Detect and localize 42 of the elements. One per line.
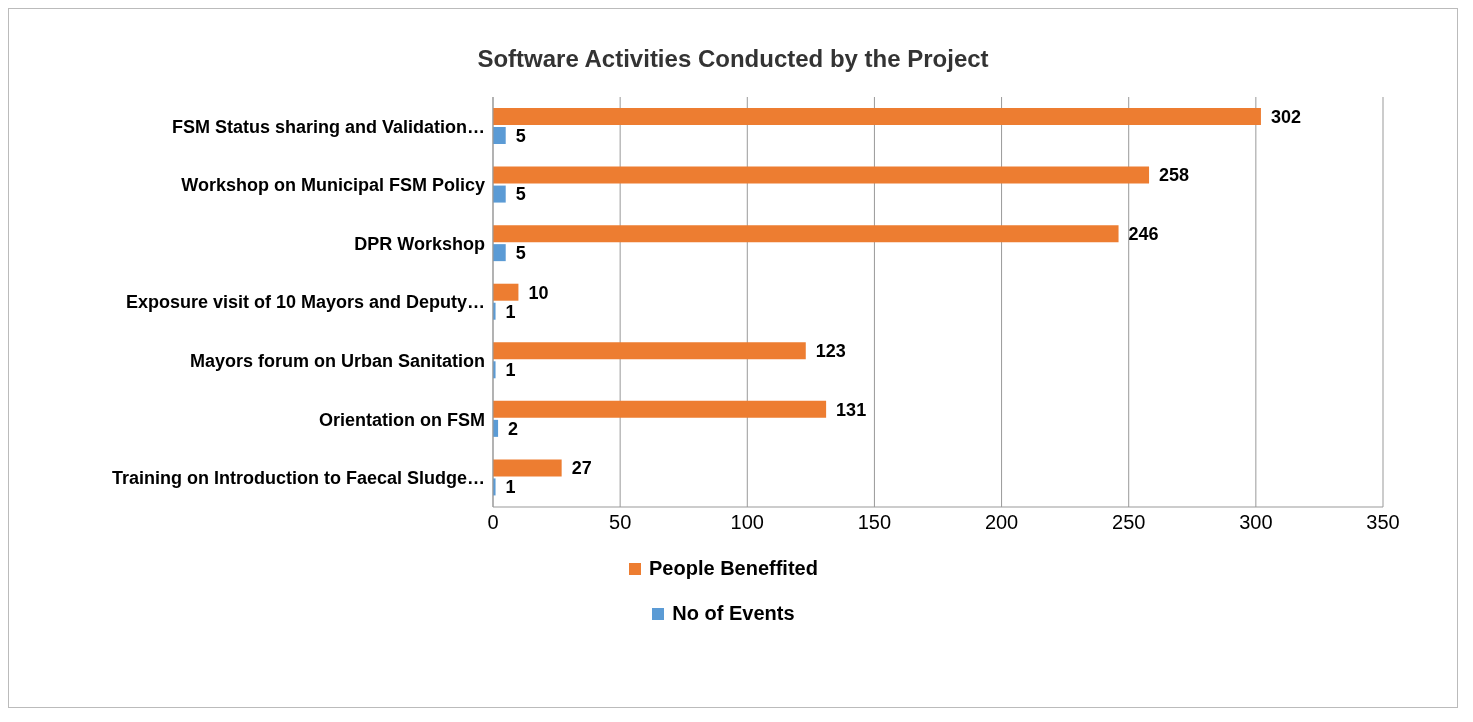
x-tick-label: 300 bbox=[1239, 511, 1273, 534]
y-tick-label: Training on Introduction to Faecal Sludge… bbox=[111, 468, 485, 489]
x-tick-label: 150 bbox=[857, 511, 892, 534]
data-label: 5 bbox=[515, 184, 526, 205]
legend-label: No of Events bbox=[672, 602, 795, 625]
data-label: 302 bbox=[1270, 106, 1301, 127]
y-tick-label: Exposure visit of 10 Mayors and Deputy… bbox=[125, 292, 485, 313]
x-tick-label: 0 bbox=[487, 511, 499, 534]
x-tick-label: 250 bbox=[1112, 511, 1146, 534]
x-tick-label: 100 bbox=[730, 511, 764, 534]
bar bbox=[493, 108, 1261, 125]
bar bbox=[493, 400, 827, 418]
data-label: 258 bbox=[1159, 165, 1190, 186]
data-label: 10 bbox=[528, 282, 549, 303]
legend-label: People Beneffited bbox=[649, 557, 818, 580]
chart-title: Software Activities Conducted by the Project bbox=[477, 45, 989, 73]
x-tick-label: 50 bbox=[609, 511, 632, 534]
data-label: 5 bbox=[515, 125, 526, 146]
y-tick-label: Workshop on Municipal FSM Policy bbox=[181, 175, 485, 196]
data-label: 123 bbox=[815, 341, 846, 362]
bar bbox=[493, 166, 1150, 184]
y-tick-label: Mayors forum on Urban Sanitation bbox=[189, 350, 485, 371]
x-tick-label: 200 bbox=[984, 511, 1019, 534]
bar bbox=[493, 283, 519, 301]
y-tick-label: DPR Workshop bbox=[354, 233, 485, 254]
bar bbox=[493, 127, 506, 144]
bar bbox=[493, 459, 562, 477]
bar bbox=[493, 342, 806, 360]
data-label: 1 bbox=[505, 477, 516, 498]
y-tick-label: Orientation on FSM bbox=[319, 409, 485, 430]
bar bbox=[493, 244, 506, 262]
y-tick-label: FSM Status sharing and Validation… bbox=[171, 116, 485, 137]
data-label: 1 bbox=[505, 360, 516, 381]
data-label: 246 bbox=[1128, 224, 1159, 245]
data-label: 2 bbox=[508, 418, 519, 439]
data-label: 1 bbox=[505, 301, 516, 322]
x-tick-label: 350 bbox=[1366, 511, 1400, 534]
bar bbox=[493, 225, 1119, 243]
data-label: 131 bbox=[836, 399, 867, 420]
data-label: 5 bbox=[515, 243, 526, 264]
data-label: 27 bbox=[571, 458, 592, 479]
bar bbox=[493, 185, 506, 203]
